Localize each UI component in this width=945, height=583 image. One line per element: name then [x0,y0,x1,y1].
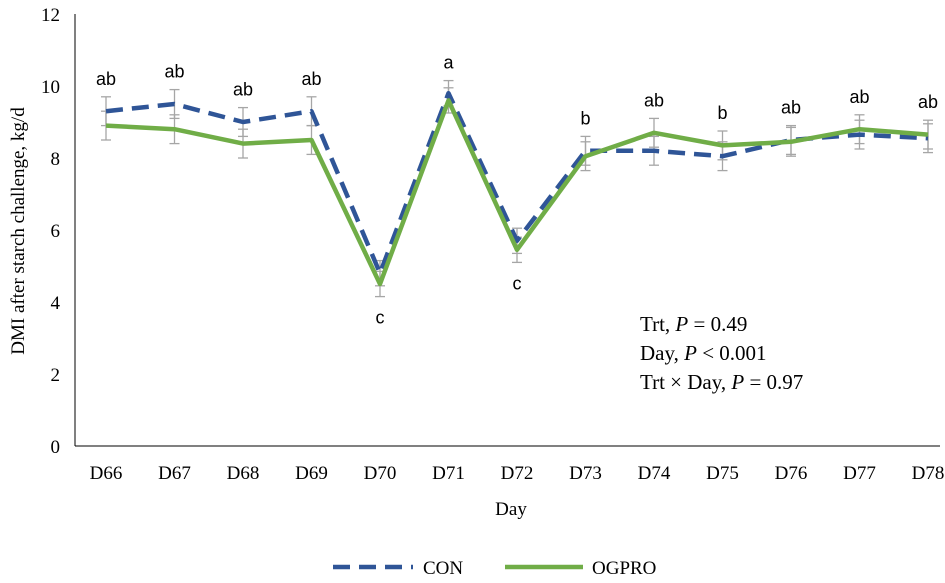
significance-letter: ab [233,80,253,100]
x-tick-label: D78 [912,463,945,484]
x-tick-label: D76 [775,463,808,484]
significance-letter: b [580,108,590,128]
significance-letter: ab [781,98,801,118]
x-tick-label: D69 [295,463,328,484]
x-tick-label: D75 [706,463,739,484]
y-tick-label: 10 [41,77,60,98]
y-tick-label: 2 [51,365,61,386]
significance-letter: c [513,273,522,293]
significance-letter: c [376,308,385,328]
significance-letter: ab [164,62,184,82]
stats-annotation-line: Day, P < 0.001 [640,341,767,365]
legend-label: CON [423,558,463,579]
significance-letter: b [717,103,727,123]
significance-letter: ab [644,90,664,110]
y-tick-label: 6 [51,221,61,242]
significance-letter: ab [849,87,869,107]
x-tick-label: D74 [638,463,671,484]
y-axis-label: DMI after starch challenge, kg/d [8,107,29,355]
series-lines [105,90,929,287]
x-tick-label: D68 [227,463,260,484]
stats-annotation: Trt, P = 0.49 Day, P < 0.001 Trt × Day, P … [640,312,803,394]
significance-letter: ab [96,69,116,89]
y-tick-label: 4 [51,293,61,314]
y-tick-labels: 0 2 4 6 8 10 12 [41,5,61,458]
x-axis-label: Day [495,499,527,520]
x-tick-label: D72 [501,463,534,484]
significance-letters: ab ab ab ab c a c b ab b ab ab ab [96,53,938,328]
significance-letter: a [443,53,454,73]
legend-item-ogpro: OGPRO [505,558,656,579]
axes [74,14,940,447]
x-tick-labels: D66 D67 D68 D69 D70 D71 D72 D73 D74 D75 D76 D77 D78 [90,463,945,484]
legend-label: OGPRO [592,558,656,579]
significance-letter: ab [301,69,321,89]
y-tick-label: 12 [41,5,60,26]
x-tick-label: D70 [364,463,397,484]
x-tick-label: D67 [158,463,191,484]
x-tick-label: D71 [432,463,465,484]
error-bars [101,79,933,298]
legend-item-con: CON [333,558,463,579]
y-tick-label: 8 [51,149,61,170]
y-tick-label: 0 [51,437,61,458]
stats-annotation-line: Trt, P = 0.49 [640,312,747,336]
x-tick-label: D73 [569,463,602,484]
significance-letter: ab [918,92,938,112]
series-line-ogpro [105,98,929,287]
x-tick-label: D77 [843,463,876,484]
stats-annotation-line: Trt × Day, P = 0.97 [640,370,803,394]
series-line-con [105,90,929,276]
x-tick-label: D66 [90,463,123,484]
legend: CON OGPRO [333,558,656,579]
